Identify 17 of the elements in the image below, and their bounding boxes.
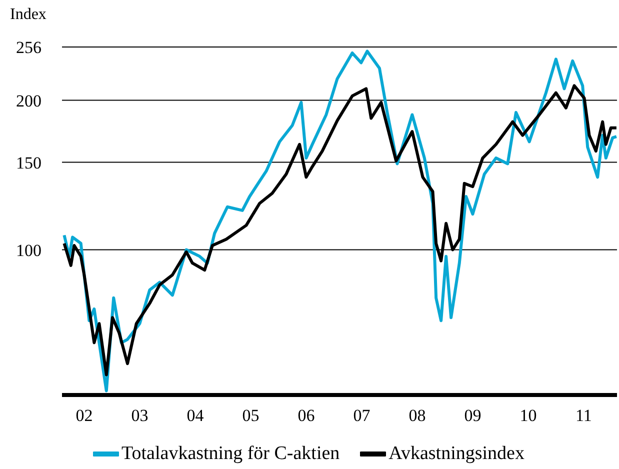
- y-tick-label: 100: [16, 240, 42, 260]
- x-tick-label: 05: [242, 406, 260, 426]
- y-tick-label: 256: [16, 38, 42, 58]
- x-tick-label: 02: [76, 406, 93, 426]
- x-tick-label: 11: [576, 406, 592, 426]
- y-tick-label: 150: [16, 153, 42, 172]
- x-tick-label: 03: [131, 406, 148, 426]
- x-tick-label: 07: [353, 406, 371, 426]
- x-tick-label: 09: [464, 406, 482, 426]
- legend-label: Totalavkastning för C-aktien: [122, 443, 340, 465]
- x-tick-label: 06: [298, 406, 315, 426]
- x-tick-label: 10: [520, 406, 537, 426]
- x-tick-label: 04: [186, 406, 204, 426]
- y-axis-title: Index: [10, 6, 46, 24]
- y-tick-label: 200: [16, 91, 42, 110]
- x-tick-label: 08: [408, 406, 426, 426]
- legend-label: Avkastningsindex: [388, 443, 524, 465]
